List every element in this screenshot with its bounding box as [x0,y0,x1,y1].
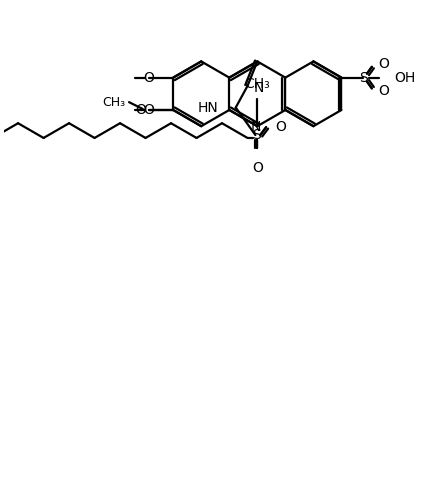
Text: HN: HN [197,100,218,115]
Text: O: O [379,57,390,71]
Text: CH₃: CH₃ [245,77,270,91]
Text: O: O [379,84,390,98]
Text: O: O [143,103,154,117]
Text: S: S [252,128,261,142]
Text: N: N [254,81,264,95]
Text: OH: OH [394,71,416,84]
Text: N: N [250,120,261,134]
Text: O: O [252,160,263,175]
Text: O: O [275,120,286,134]
Text: O: O [143,71,154,84]
Text: O: O [135,103,146,117]
Text: S: S [359,71,368,84]
Text: CH₃: CH₃ [102,96,125,108]
